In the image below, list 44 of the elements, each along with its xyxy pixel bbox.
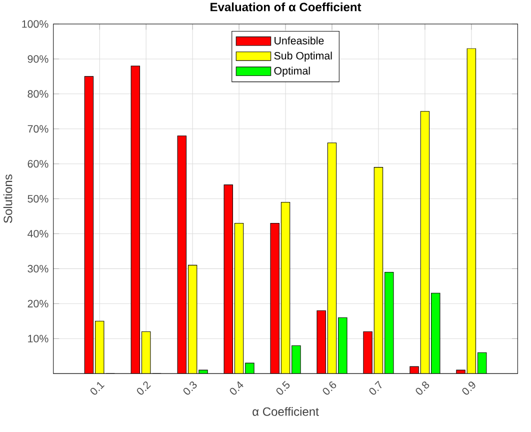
x-tick-label: 0.4 (230, 381, 244, 395)
legend-label: Optimal (274, 66, 310, 77)
bar (327, 142, 337, 374)
bar (95, 320, 104, 374)
legend-label: Sub Optimal (274, 52, 332, 62)
bar (177, 135, 186, 374)
x-axis-title: α Coefficient (252, 406, 319, 416)
bar (316, 310, 326, 374)
y-tick-label: 60% (28, 160, 48, 168)
bar (130, 66, 140, 374)
bar (466, 48, 476, 374)
y-tick-label: 80% (28, 90, 48, 98)
legend-label: Unfeasible (274, 36, 324, 44)
bar (384, 272, 394, 374)
x-tick-label: 0.7 (369, 380, 382, 395)
bar (234, 222, 244, 374)
y-tick-label: 100% (22, 20, 48, 28)
bar (141, 331, 151, 374)
x-tick-label: 0.8 (416, 381, 430, 395)
bar (363, 331, 372, 374)
bar (84, 76, 94, 374)
bar (280, 202, 290, 374)
x-tick-label: 0.6 (322, 381, 336, 395)
y-tick-label: 70% (28, 124, 48, 133)
y-tick-label: 30% (28, 264, 48, 272)
x-tick-label: 0.5 (276, 380, 290, 395)
y-tick-label: 40% (28, 230, 48, 238)
y-tick-label: 90% (28, 55, 48, 63)
bar (338, 317, 348, 374)
bar (188, 264, 198, 374)
y-tick-label: 50% (28, 194, 48, 202)
y-tick-label: 20% (28, 300, 48, 308)
y-axis-title: Solutions (3, 174, 12, 223)
bar (431, 292, 440, 374)
x-tick-label: 0.9 (462, 382, 476, 395)
bar (420, 111, 430, 374)
x-tick-label: 0.1 (90, 382, 105, 395)
x-tick-label: 0.2 (136, 381, 151, 395)
bar (374, 166, 384, 374)
bar (224, 184, 233, 374)
y-tick-label: 10% (28, 334, 48, 342)
x-tick-label: 0.3 (183, 381, 197, 395)
bar (270, 222, 280, 374)
chart-title: Evaluation of α Coefficient (210, 2, 362, 12)
